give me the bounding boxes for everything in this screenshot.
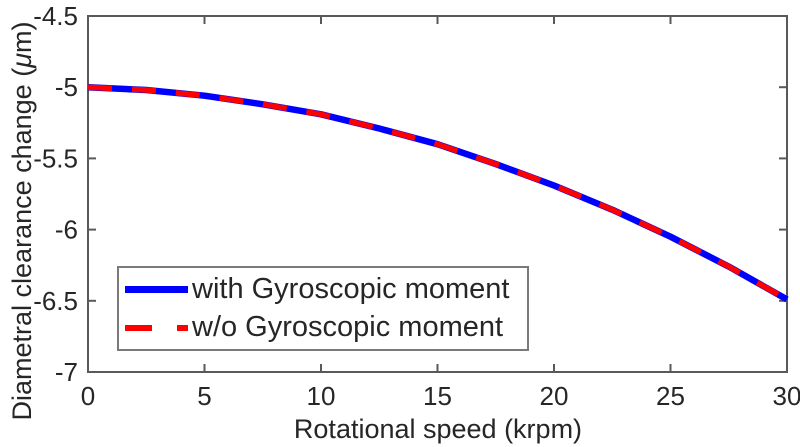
legend-line-solid-blue: [125, 286, 188, 293]
y-tick-label: -6.5: [33, 286, 78, 316]
x-tick-label: 15: [423, 381, 452, 411]
x-tick-label: 25: [656, 381, 685, 411]
y-axis-label-prefix: Diametral clearance change (: [7, 67, 37, 421]
y-axis-label: Diametral clearance change (μm): [5, 1, 39, 441]
y-tick-label: -5.5: [33, 143, 78, 173]
x-tick-label: 5: [197, 381, 211, 411]
y-tick-label: -4.5: [33, 1, 78, 31]
x-tick-label: 30: [773, 381, 800, 411]
y-tick-label: -7: [55, 357, 78, 387]
legend-line-dashed-red: [125, 324, 188, 331]
legend-entry-with-gyro: with Gyroscopic moment: [125, 271, 527, 309]
series-line-wo-gyro: [87, 84, 789, 302]
legend-label-with-gyro: with Gyroscopic moment: [192, 273, 510, 305]
x-tick-label: 20: [540, 381, 569, 411]
legend-label-wo-gyro: w/o Gyroscopic moment: [192, 311, 504, 343]
y-tick-label: -5: [55, 72, 78, 102]
x-axis-label: Rotational speed (krpm): [293, 414, 583, 444]
mu-symbol: μ: [7, 53, 37, 68]
y-tick-label: -6: [55, 215, 78, 245]
x-tick-label: 10: [307, 381, 336, 411]
x-tick-label: 0: [81, 381, 95, 411]
legend-entry-wo-gyro: w/o Gyroscopic moment: [125, 309, 527, 347]
y-axis-label-suffix: m): [7, 21, 37, 53]
legend-box: with Gyroscopic moment w/o Gyroscopic mo…: [117, 266, 529, 351]
